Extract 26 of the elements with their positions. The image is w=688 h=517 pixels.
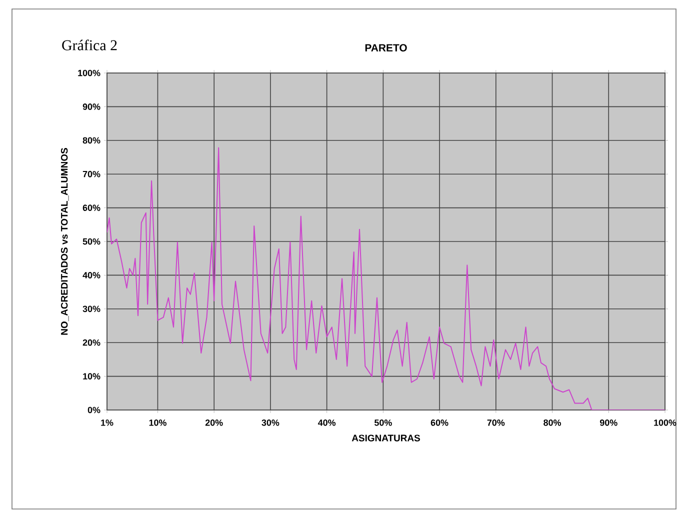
x-tick-label: 1%	[101, 420, 114, 426]
x-tick-label: 80%	[544, 419, 561, 426]
y-tick-label: 10%	[83, 373, 100, 380]
y-axis-title: NO_ACREDITADOS vs TOTAL_ALUMNOS	[60, 148, 69, 335]
y-tick-label: 100%	[78, 70, 100, 76]
x-tick-label: 60%	[430, 419, 448, 426]
x-tick-label: 30%	[262, 419, 280, 426]
chart-title: PARETO	[365, 44, 407, 52]
y-tick-label: 50%	[82, 238, 100, 245]
y-tick-label: 90%	[82, 104, 100, 110]
y-tick-label: 0%	[88, 406, 100, 414]
x-tick-label: 40%	[318, 419, 336, 426]
x-tick-label: 90%	[600, 419, 618, 426]
x-tick-label: 10%	[149, 419, 166, 426]
x-axis-title: ASIGNATURAS	[352, 434, 420, 442]
x-tick-label: 100%	[654, 419, 676, 426]
y-tick-label: 40%	[82, 272, 100, 278]
x-tick-label: 70%	[487, 419, 505, 426]
y-tick-label: 70%	[82, 170, 100, 178]
x-tick-label: 20%	[205, 419, 223, 426]
y-tick-label: 30%	[82, 306, 100, 312]
y-tick-label: 20%	[82, 339, 100, 346]
text: Gráfica 2	[62, 40, 117, 50]
x-tick-label: 50%	[374, 419, 392, 426]
y-tick-label: 60%	[82, 204, 100, 211]
y-tick-label: 80%	[82, 137, 100, 144]
